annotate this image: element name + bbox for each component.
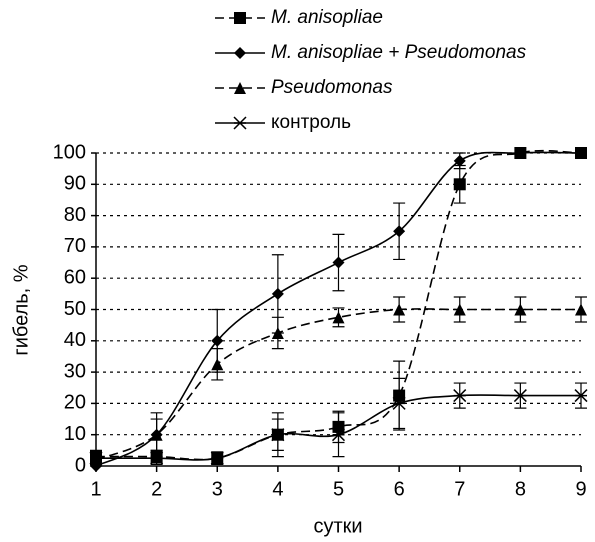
- y-tick-label: 0: [75, 454, 86, 476]
- legend-marker: [233, 116, 247, 130]
- y-tick-label: 30: [64, 360, 86, 382]
- x-tick-label: 7: [454, 478, 465, 500]
- x-tick-label: 1: [90, 478, 101, 500]
- marker: [332, 311, 345, 324]
- marker: [514, 147, 527, 159]
- x-tick-label: 2: [151, 478, 162, 500]
- y-tick-label: 10: [64, 423, 86, 445]
- x-tick-label: 4: [272, 478, 283, 500]
- x-tick-label: 9: [575, 478, 586, 500]
- x-tick-label: 6: [394, 478, 405, 500]
- y-tick-label: 20: [64, 392, 86, 414]
- y-tick-label: 80: [64, 204, 86, 226]
- marker: [332, 256, 345, 269]
- x-tick-label: 5: [333, 478, 344, 500]
- marker: [211, 334, 224, 347]
- x-tick-label: 8: [515, 478, 526, 500]
- marker: [211, 358, 224, 371]
- legend-marker: [234, 47, 246, 59]
- marker: [331, 428, 346, 442]
- y-tick-label: 90: [64, 173, 86, 195]
- y-tick-label: 50: [64, 298, 86, 320]
- marker: [513, 389, 527, 403]
- x-tick-label: 3: [212, 478, 223, 500]
- marker: [453, 303, 466, 316]
- legend-marker: [234, 12, 246, 24]
- x-axis-label: сутки: [313, 515, 362, 537]
- marker: [575, 303, 587, 316]
- legend-text: контроль: [271, 112, 351, 133]
- marker: [574, 389, 588, 403]
- legend-text: M. anisopliae + Pseudomonas: [271, 42, 527, 63]
- marker: [453, 389, 467, 403]
- marker: [271, 326, 284, 339]
- marker: [89, 451, 103, 465]
- legend-marker: [234, 82, 246, 94]
- legend-text: M. anisopliae: [271, 7, 383, 28]
- legend-text: Pseudomonas: [271, 77, 393, 98]
- marker: [271, 287, 284, 300]
- y-tick-label: 40: [64, 329, 86, 351]
- y-tick-label: 100: [53, 141, 86, 163]
- marker: [271, 428, 285, 442]
- marker: [150, 451, 164, 465]
- marker: [514, 303, 527, 316]
- marker: [575, 147, 587, 159]
- y-tick-label: 60: [64, 266, 86, 288]
- marker: [392, 396, 406, 410]
- marker: [393, 303, 406, 316]
- marker: [150, 428, 163, 441]
- marker: [210, 451, 224, 465]
- series-line: [95, 308, 581, 461]
- marker: [393, 225, 406, 238]
- series-line: [95, 149, 582, 461]
- y-axis-label: гибель, %: [10, 264, 32, 355]
- marker: [453, 154, 466, 167]
- y-tick-label: 70: [64, 235, 86, 257]
- marker: [453, 178, 466, 191]
